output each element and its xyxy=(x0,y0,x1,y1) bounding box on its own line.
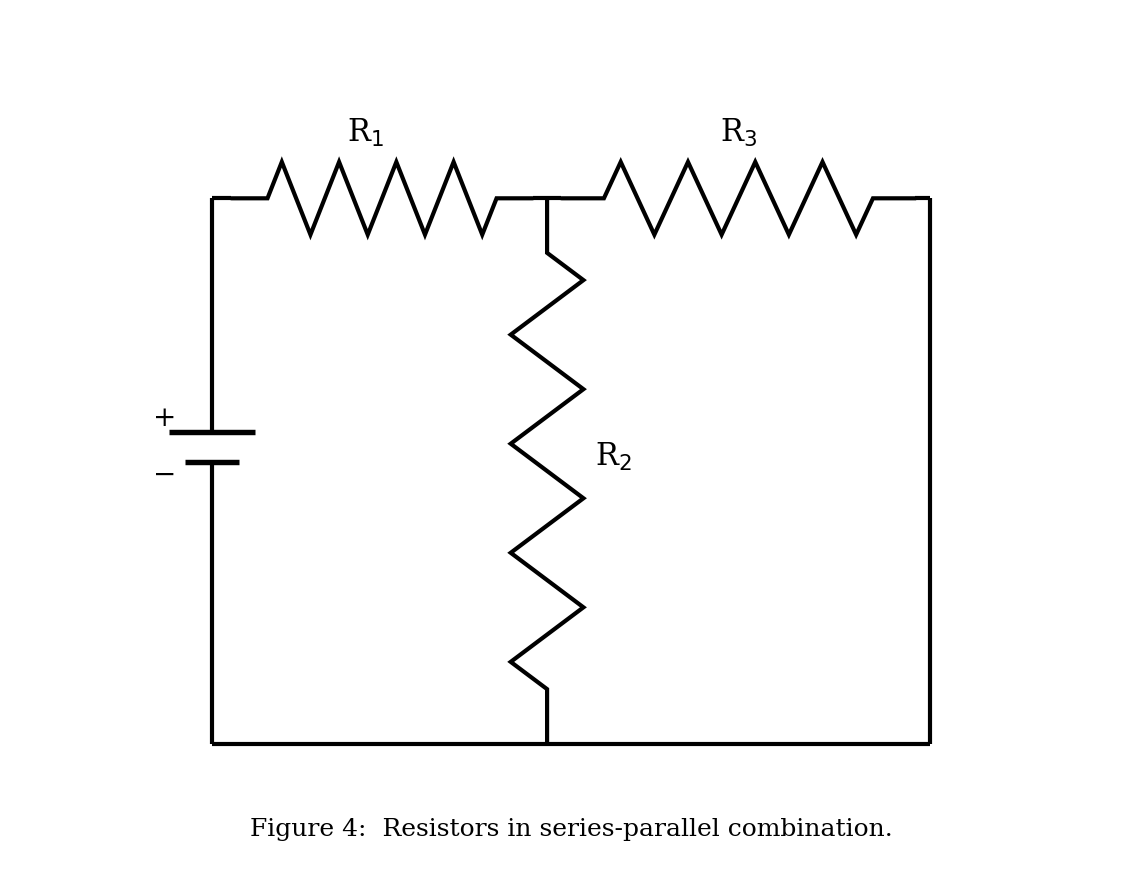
Text: +: + xyxy=(153,405,176,432)
Text: R$_2$: R$_2$ xyxy=(595,441,632,472)
Text: R$_1$: R$_1$ xyxy=(347,116,384,149)
Text: Figure 4:  Resistors in series-parallel combination.: Figure 4: Resistors in series-parallel c… xyxy=(250,818,892,841)
Text: −: − xyxy=(153,462,176,489)
Text: R$_3$: R$_3$ xyxy=(719,116,757,149)
